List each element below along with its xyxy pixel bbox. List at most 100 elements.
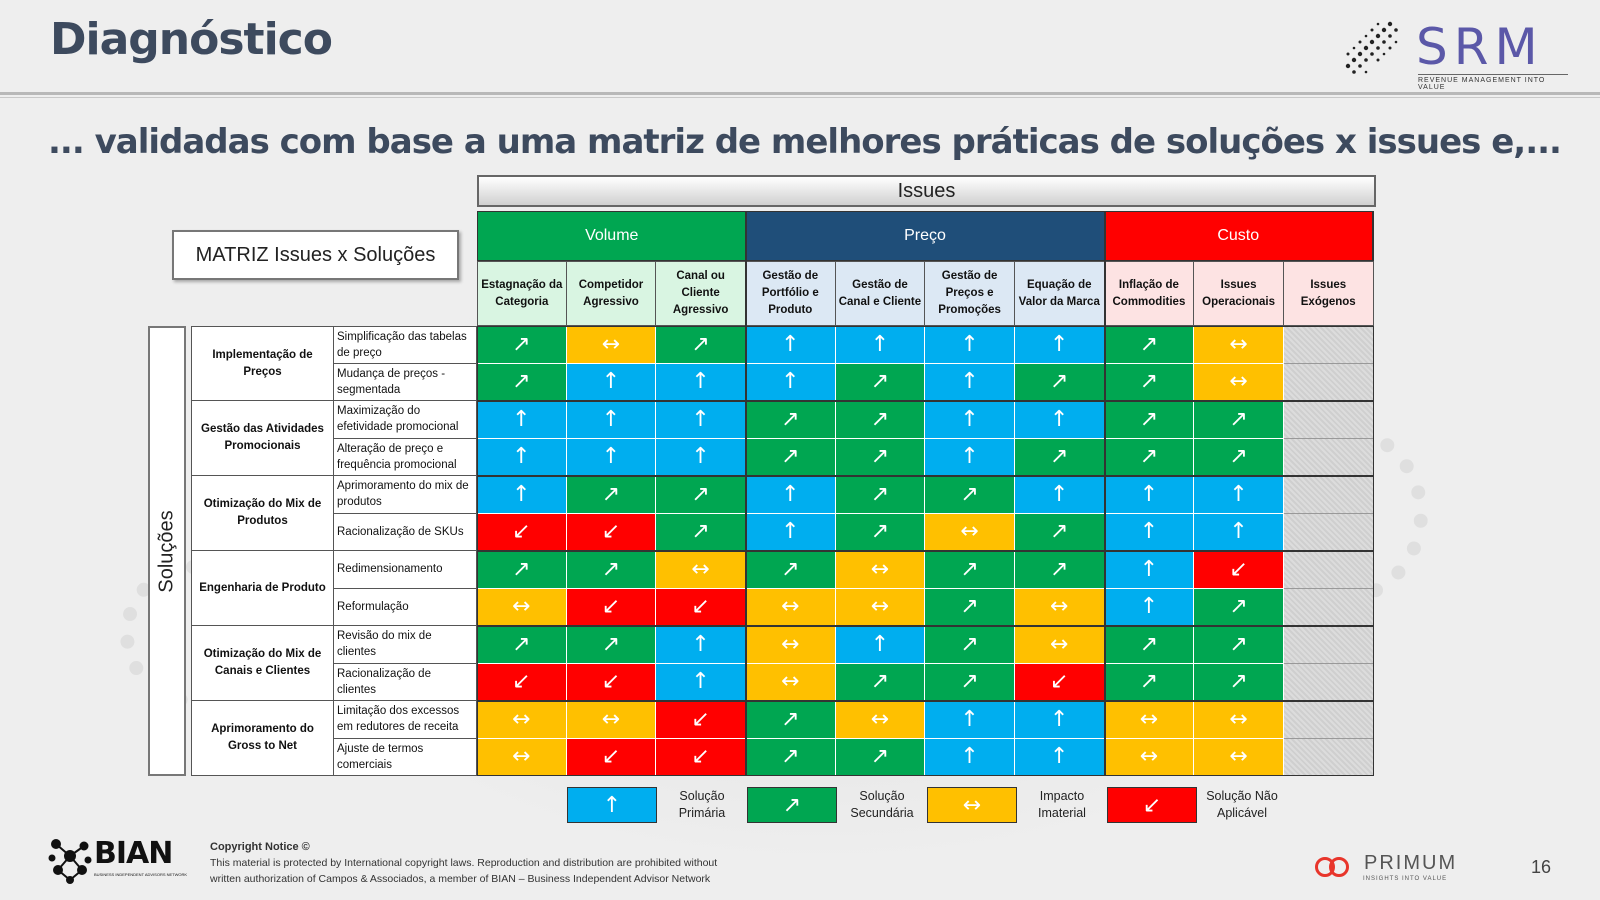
matrix-cell-diagonal-up-arrow-icon: ↗: [925, 588, 1015, 626]
matrix-cell-diagonal-up-arrow-icon: ↗: [1194, 401, 1284, 439]
matrix-cell-up-arrow-icon: ↑: [566, 438, 657, 476]
solution-row-label: Racionalização de SKUs: [334, 513, 477, 551]
bian-network-icon: [48, 839, 92, 884]
matrix-cell-diagonal-up-arrow-icon: ↗: [477, 626, 567, 664]
matrix-cell-not-applicable: [1283, 401, 1374, 439]
matrix-cell-diagonal-up-arrow-icon: ↗: [566, 551, 657, 589]
matrix-cell-not-applicable: [1283, 513, 1374, 551]
matrix-cell-up-arrow-icon: ↑: [835, 326, 926, 364]
solutions-label: Soluções: [155, 509, 178, 593]
group-separator: [477, 400, 1374, 402]
matrix-cell-up-arrow-icon: ↑: [1104, 513, 1195, 551]
issue-column-header: Issues Exógenos: [1283, 261, 1374, 326]
matrix-cell-up-arrow-icon: ↑: [1104, 476, 1195, 514]
matrix-cell-diagonal-up-arrow-icon: ↗: [1104, 363, 1195, 401]
matrix-row: ↔ ↔ ↙ ↗ ↔ ↑ ↑ ↔ ↔: [477, 701, 1374, 739]
matrix-cell-diagonal-up-arrow-icon: ↗: [745, 738, 836, 776]
matrix-cell-horizontal-arrow-icon: ↔: [566, 326, 657, 364]
matrix-cell-up-arrow-icon: ↑: [1014, 326, 1105, 364]
matrix-cell-diagonal-up-arrow-icon: ↗: [1104, 663, 1195, 701]
matrix-cell-diagonal-up-arrow-icon: ↗: [745, 701, 836, 739]
matrix-cell-diagonal-up-arrow-icon: ↗: [835, 513, 926, 551]
matrix-cell-diagonal-down-arrow-icon: ↙: [656, 701, 746, 739]
matrix-row: ↗ ↗ ↔ ↗ ↔ ↗ ↗ ↑ ↙: [477, 551, 1374, 589]
legend-swatch-up-arrow-icon: ↑: [567, 787, 657, 823]
matrix-cell-diagonal-up-arrow-icon: ↗: [925, 663, 1015, 701]
issue-column-header: Inflação de Commodities: [1104, 261, 1195, 326]
matrix-cell-not-applicable: [1283, 363, 1374, 401]
group-separator: [477, 550, 1374, 552]
legend-swatch-diagonal-up-arrow-icon: ↗: [747, 787, 837, 823]
matrix-cell-diagonal-up-arrow-icon: ↗: [745, 438, 836, 476]
copyright-notice: Copyright Notice © This material is prot…: [210, 839, 770, 887]
matrix-cell-horizontal-arrow-icon: ↔: [1194, 363, 1284, 401]
matrix-cell-diagonal-up-arrow-icon: ↗: [925, 551, 1015, 589]
solution-group-label: Gestão das Atividades Promocionais: [191, 401, 334, 476]
issue-group-2: Custo: [1104, 212, 1373, 260]
solution-rows: Simplificação das tabelas de preço Mudanç…: [334, 326, 477, 776]
solution-row-label: Simplificação das tabelas de preço: [334, 326, 477, 364]
legend-swatch-diagonal-down-arrow-icon: ↙: [1107, 787, 1197, 823]
matrix-cell-horizontal-arrow-icon: ↔: [1194, 738, 1284, 776]
matrix-cell-horizontal-arrow-icon: ↔: [1104, 701, 1195, 739]
matrix-cell-diagonal-up-arrow-icon: ↗: [477, 326, 567, 364]
bian-logo-tagline: BUSINESS INDEPENDENT ADVISORS NETWORK: [94, 872, 188, 877]
matrix-cell-diagonal-up-arrow-icon: ↗: [835, 363, 926, 401]
issue-column-header: Canal ou Cliente Agressivo: [656, 261, 746, 326]
matrix-cell-up-arrow-icon: ↑: [656, 401, 746, 439]
title-divider: [0, 97, 1600, 98]
solution-row-label: Ajuste de termos comerciais: [334, 738, 477, 776]
matrix-cell-horizontal-arrow-icon: ↔: [656, 551, 746, 589]
matrix-cell-not-applicable: [1283, 476, 1374, 514]
matrix-cell-up-arrow-icon: ↑: [745, 476, 836, 514]
matrix-cell-horizontal-arrow-icon: ↔: [566, 701, 657, 739]
slide-subtitle: ... validadas com base a uma matriz de m…: [48, 122, 1562, 162]
solution-row-label: Maximização do efetividade promocional: [334, 401, 477, 439]
matrix-cell-diagonal-up-arrow-icon: ↗: [835, 663, 926, 701]
matrix-cell-horizontal-arrow-icon: ↔: [1194, 701, 1284, 739]
matrix-cell-up-arrow-icon: ↑: [745, 363, 836, 401]
matrix-cell-horizontal-arrow-icon: ↔: [1194, 326, 1284, 364]
matrix-cell-horizontal-arrow-icon: ↔: [1104, 738, 1195, 776]
matrix-cell-diagonal-up-arrow-icon: ↗: [656, 513, 746, 551]
matrix-cell-up-arrow-icon: ↑: [477, 401, 567, 439]
page-number: 16: [1531, 857, 1552, 877]
matrix-row: ↗ ↔ ↗ ↑ ↑ ↑ ↑ ↗ ↔: [477, 326, 1374, 364]
solution-group-label: Engenharia de Produto: [191, 551, 334, 626]
issue-column-header: Competidor Agressivo: [566, 261, 657, 326]
matrix-cell-up-arrow-icon: ↑: [745, 513, 836, 551]
matrix-cell-horizontal-arrow-icon: ↔: [745, 588, 836, 626]
matrix-cell-diagonal-up-arrow-icon: ↗: [566, 626, 657, 664]
copyright-text-line1: This material is protected by Internatio…: [210, 857, 718, 869]
matrix-cell-up-arrow-icon: ↑: [566, 401, 657, 439]
srm-logo-text: SRM: [1416, 18, 1544, 76]
matrix-cell-up-arrow-icon: ↑: [745, 326, 836, 364]
matrix-cell-horizontal-arrow-icon: ↔: [477, 588, 567, 626]
matrix-cell-diagonal-up-arrow-icon: ↗: [1014, 363, 1105, 401]
matrix-cell-diagonal-up-arrow-icon: ↗: [1194, 626, 1284, 664]
matrix-cell-up-arrow-icon: ↑: [656, 626, 746, 664]
primum-logo-text: PRIMUM: [1364, 852, 1458, 874]
legend-label: Solução Secundária: [850, 789, 914, 820]
matrix-cell-horizontal-arrow-icon: ↔: [1014, 588, 1105, 626]
issue-column-header: Estagnação da Categoria: [477, 261, 567, 326]
matrix-cell-up-arrow-icon: ↑: [1104, 588, 1195, 626]
matrix-cell-horizontal-arrow-icon: ↔: [835, 551, 926, 589]
solution-groups: Implementação de Preços Gestão das Ativid…: [191, 326, 334, 776]
group-separator: [477, 475, 1374, 477]
matrix-cell-up-arrow-icon: ↑: [1014, 738, 1105, 776]
matrix-cell-diagonal-down-arrow-icon: ↙: [566, 738, 657, 776]
legend-swatch-horizontal-arrow-icon: ↔: [927, 787, 1017, 823]
matrix-cell-diagonal-down-arrow-icon: ↙: [656, 588, 746, 626]
matrix-cell-diagonal-up-arrow-icon: ↗: [1014, 551, 1105, 589]
matrix-cell-up-arrow-icon: ↑: [925, 438, 1015, 476]
matrix-cell-diagonal-up-arrow-icon: ↗: [1104, 626, 1195, 664]
matrix-cell-up-arrow-icon: ↑: [656, 438, 746, 476]
solution-row-label: Aprimoramento do mix de produtos: [334, 476, 477, 514]
matrix-title-box: MATRIZ Issues x Soluções: [172, 230, 459, 280]
matrix-cell-diagonal-up-arrow-icon: ↗: [745, 401, 836, 439]
matrix-cell-up-arrow-icon: ↑: [477, 476, 567, 514]
matrix-cell-not-applicable: [1283, 626, 1374, 664]
matrix-cell-not-applicable: [1283, 438, 1374, 476]
issue-group-0: Volume: [478, 212, 747, 260]
